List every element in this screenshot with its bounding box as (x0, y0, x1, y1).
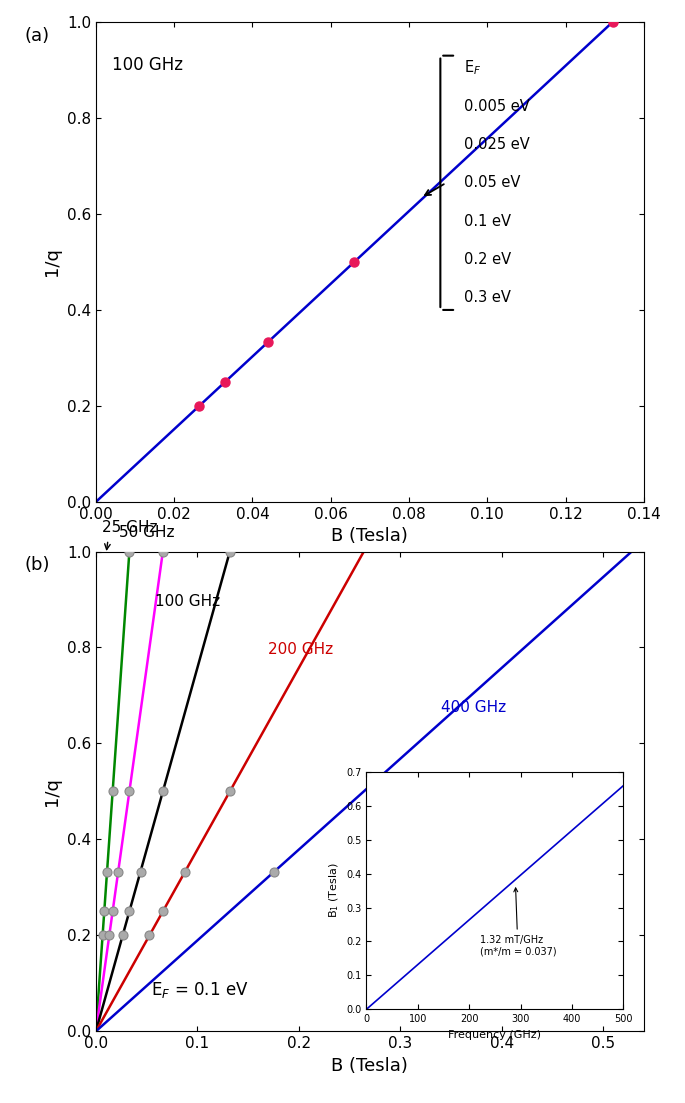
Text: 25 GHz: 25 GHz (102, 520, 158, 535)
Text: 0.005 eV: 0.005 eV (464, 98, 530, 114)
X-axis label: Frequency (GHz): Frequency (GHz) (449, 1030, 541, 1040)
X-axis label: B (Tesla): B (Tesla) (332, 1057, 408, 1074)
Text: 0.025 eV: 0.025 eV (464, 137, 530, 152)
Text: (b): (b) (25, 556, 50, 575)
Text: 50 GHz: 50 GHz (119, 525, 175, 539)
Text: 0.05 eV: 0.05 eV (464, 175, 520, 191)
Text: 200 GHz: 200 GHz (269, 642, 334, 657)
Text: E$_F$ = 0.1 eV: E$_F$ = 0.1 eV (151, 981, 248, 1000)
Text: 400 GHz: 400 GHz (441, 699, 506, 715)
Text: 0.1 eV: 0.1 eV (464, 214, 511, 228)
Text: (a): (a) (25, 26, 50, 45)
X-axis label: B (Tesla): B (Tesla) (332, 527, 408, 545)
Text: 0.2 eV: 0.2 eV (464, 253, 511, 267)
Y-axis label: B$_1$ (Tesla): B$_1$ (Tesla) (327, 863, 340, 919)
Text: 100 GHz: 100 GHz (112, 55, 184, 74)
Text: E$_F$: E$_F$ (464, 58, 482, 77)
Text: 1.32 mT/GHz
(m*/m = 0.037): 1.32 mT/GHz (m*/m = 0.037) (479, 888, 556, 956)
Text: 0.3 eV: 0.3 eV (464, 290, 511, 306)
Y-axis label: 1/q: 1/q (43, 777, 61, 806)
Text: 100 GHz: 100 GHz (155, 595, 220, 609)
Y-axis label: 1/q: 1/q (43, 247, 61, 277)
